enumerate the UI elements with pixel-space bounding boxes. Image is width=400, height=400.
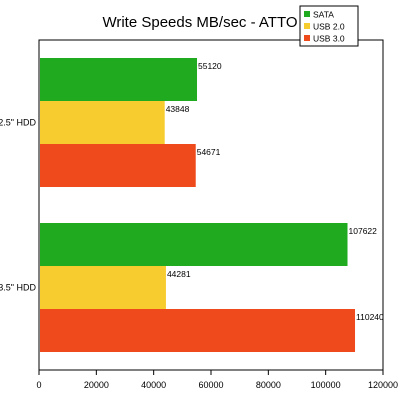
x-tick-label-5: 100000 xyxy=(311,380,341,390)
legend-swatch-0 xyxy=(304,11,310,17)
x-tick-label-6: 120000 xyxy=(368,380,398,390)
bar-sata-cat-1 xyxy=(40,223,348,266)
data-label-usb-3-0-cat-1: 110240 xyxy=(356,312,384,322)
bar-sata-cat-0 xyxy=(40,58,198,101)
x-tick-label-2: 40000 xyxy=(141,380,166,390)
legend: SATA USB 2.0 USB 3.0 xyxy=(299,5,359,47)
category-label-0: WD 2.5" HDD xyxy=(0,118,36,128)
x-tick-label-4: 80000 xyxy=(256,380,281,390)
data-label-usb-2-0-cat-0: 43848 xyxy=(166,104,190,114)
category-label-1: WD 3.5" HDD xyxy=(0,283,36,293)
data-label-sata-cat-1: 107622 xyxy=(349,226,378,236)
legend-label-1: USB 2.0 xyxy=(313,22,345,32)
category-labels-group: WD 2.5" HDD WD 3.5" HDD xyxy=(0,118,36,293)
bars-group xyxy=(40,58,356,352)
x-axis: 0 20000 40000 60000 80000 100000 120000 xyxy=(36,370,398,390)
x-tick-label-0: 0 xyxy=(36,380,41,390)
bar-usb-2-0-cat-1 xyxy=(40,266,166,309)
x-tick-label-1: 20000 xyxy=(84,380,109,390)
bar-usb-3-0-cat-1 xyxy=(40,309,356,352)
bar-usb-2-0-cat-0 xyxy=(40,101,165,144)
data-label-sata-cat-0: 55120 xyxy=(198,61,222,71)
data-labels-group: 55120 43848 54671 107622 44281 110240 xyxy=(166,61,384,322)
data-label-usb-3-0-cat-0: 54671 xyxy=(197,147,221,157)
x-tick-label-3: 60000 xyxy=(198,380,223,390)
bar-usb-3-0-cat-0 xyxy=(40,144,196,187)
legend-swatch-2 xyxy=(304,35,310,41)
legend-label-2: USB 3.0 xyxy=(313,34,345,44)
legend-swatch-1 xyxy=(304,23,310,29)
data-label-usb-2-0-cat-1: 44281 xyxy=(167,269,191,279)
legend-label-0: SATA xyxy=(313,10,334,20)
chart-title: Write Speeds MB/sec - ATTO xyxy=(102,14,297,31)
